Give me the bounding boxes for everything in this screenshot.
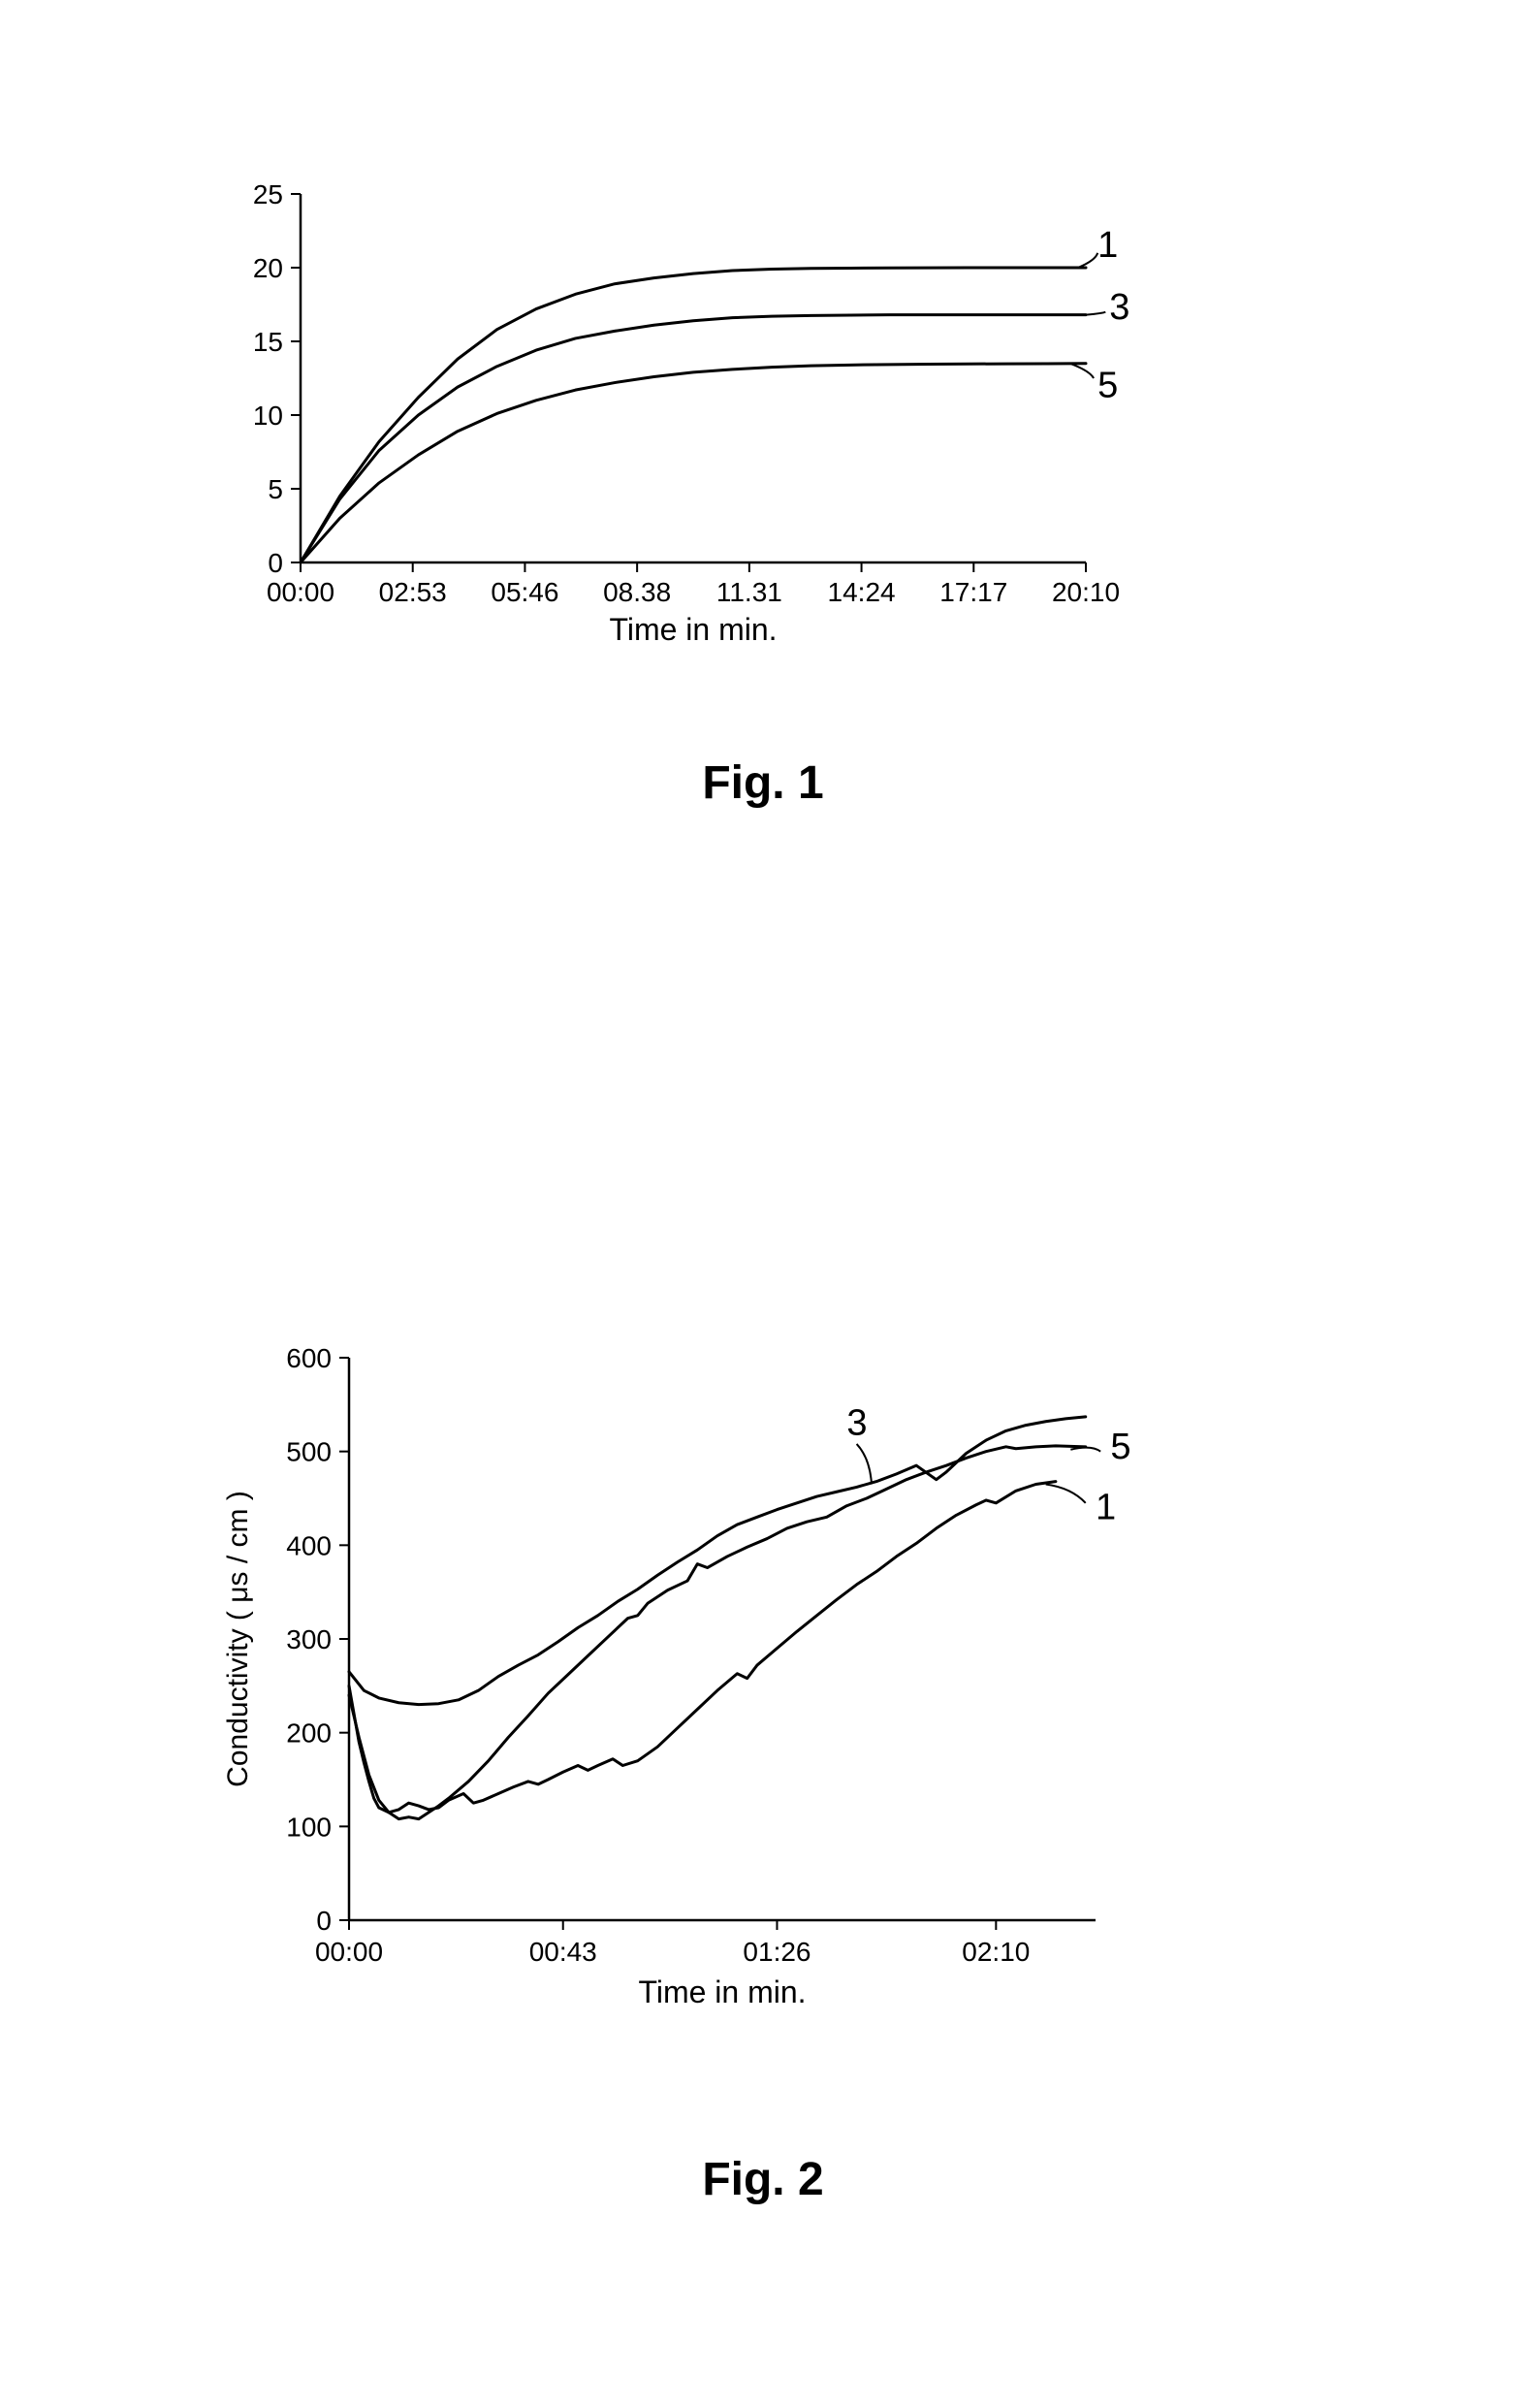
svg-text:Time in min.: Time in min.: [609, 612, 777, 647]
svg-text:200: 200: [286, 1718, 332, 1749]
svg-text:05:46: 05:46: [491, 577, 558, 607]
svg-text:0: 0: [316, 1906, 332, 1936]
svg-text:20: 20: [253, 253, 283, 283]
figure-1-container: 051015202500:0002:5305:4608.3811.3114:24…: [223, 175, 1212, 659]
svg-text:11.31: 11.31: [716, 577, 782, 607]
svg-text:5: 5: [1110, 1427, 1130, 1467]
figure-1-caption: Fig. 1: [702, 756, 823, 810]
svg-text:0: 0: [268, 548, 283, 578]
svg-text:600: 600: [286, 1343, 332, 1373]
svg-text:00:43: 00:43: [529, 1937, 597, 1967]
figure-1-chart: 051015202500:0002:5305:4608.3811.3114:24…: [223, 175, 1212, 659]
svg-text:02:53: 02:53: [379, 577, 447, 607]
figure-2-container: 0 100 200 300 400 500 600 00:00 00:43 01:26 02:10 T…: [213, 1338, 1212, 2027]
svg-text:15: 15: [253, 327, 283, 357]
svg-text:01:26: 01:26: [743, 1937, 811, 1967]
svg-text:Conductivity ( μs / cm ): Conductivity ( μs / cm ): [222, 1491, 254, 1787]
svg-text:08.38: 08.38: [603, 577, 671, 607]
figure-2-chart: 0 100 200 300 400 500 600 00:00 00:43 01:26 02:10 T…: [213, 1338, 1212, 2027]
svg-text:400: 400: [286, 1530, 332, 1560]
svg-text:3: 3: [846, 1403, 867, 1444]
svg-text:3: 3: [1109, 287, 1129, 328]
svg-text:17:17: 17:17: [939, 577, 1007, 607]
svg-text:02:10: 02:10: [962, 1937, 1030, 1967]
svg-text:00:00: 00:00: [315, 1937, 383, 1967]
svg-text:00:00: 00:00: [267, 577, 334, 607]
figure-2-caption: Fig. 2: [702, 2153, 823, 2206]
svg-text:1: 1: [1097, 225, 1118, 266]
svg-text:14:24: 14:24: [828, 577, 896, 607]
svg-text:100: 100: [286, 1812, 332, 1842]
svg-text:Time in min.: Time in min.: [638, 1975, 806, 2009]
svg-text:300: 300: [286, 1624, 332, 1654]
svg-text:5: 5: [268, 474, 283, 504]
svg-text:1: 1: [1096, 1488, 1116, 1528]
svg-text:25: 25: [253, 179, 283, 209]
svg-text:5: 5: [1097, 366, 1118, 406]
svg-text:10: 10: [253, 401, 283, 431]
svg-text:500: 500: [286, 1437, 332, 1467]
svg-text:20:10: 20:10: [1052, 577, 1120, 607]
